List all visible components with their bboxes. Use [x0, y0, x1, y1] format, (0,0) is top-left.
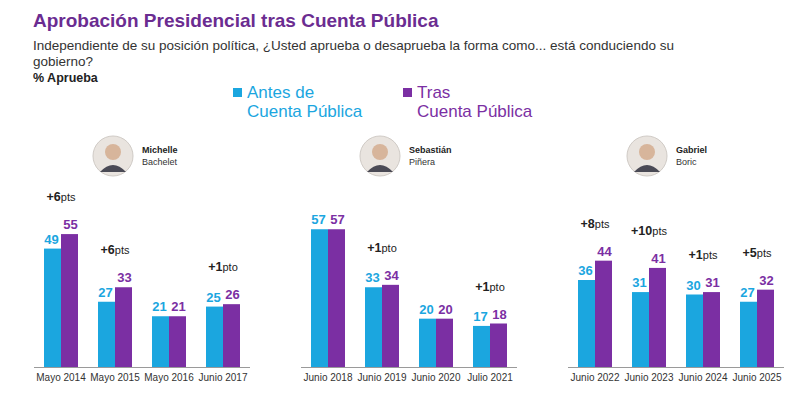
data-label: 33	[117, 270, 131, 285]
bar	[473, 326, 490, 367]
x-tick-label: Junio 2019	[358, 372, 407, 383]
x-tick-label: Mayo 2016	[144, 372, 194, 383]
legend-label: TrasCuenta Pública	[417, 83, 533, 121]
avatar	[93, 136, 133, 176]
labels: 49 55 +6pts Mayo 2014 27 33 +6pts Mayo 2015 21 21…	[36, 190, 782, 383]
data-label: 27	[740, 285, 754, 300]
x-tick-label: Junio 2025	[733, 372, 782, 383]
bar	[649, 268, 666, 367]
data-label: 20	[438, 302, 452, 317]
data-label: 30	[686, 278, 700, 293]
bar	[382, 285, 399, 367]
x-tick-label: Junio 2020	[412, 372, 461, 383]
bar	[578, 280, 595, 367]
change-annotation: +10pts	[631, 224, 667, 238]
legend-label: Antes deCuenta Pública	[247, 83, 363, 121]
bar	[740, 302, 757, 367]
data-label: 17	[473, 309, 487, 324]
bar	[61, 234, 78, 367]
chart: Aprobación Presidencial tras Cuenta Públ…	[0, 0, 800, 397]
x-tick-label: Julio 2021	[467, 372, 513, 383]
baseline	[301, 367, 517, 368]
bar	[703, 292, 720, 367]
bar	[311, 229, 328, 367]
data-label: 57	[311, 212, 325, 227]
president-last-name: Piñera	[409, 157, 435, 167]
bar	[436, 319, 453, 367]
x-tick-label: Junio 2022	[571, 372, 620, 383]
legend-swatch	[403, 88, 412, 97]
bar	[206, 307, 223, 367]
data-label: 31	[632, 275, 646, 290]
data-label: 49	[44, 232, 58, 247]
bar	[595, 261, 612, 367]
president-last-name: Boric	[676, 157, 697, 167]
avatar	[360, 136, 400, 176]
bar	[686, 295, 703, 368]
data-label: 25	[206, 290, 220, 305]
x-tick-label: Mayo 2014	[36, 372, 86, 383]
bars	[44, 229, 774, 367]
data-label: 21	[171, 299, 185, 314]
change-annotation: +1pto	[208, 260, 238, 274]
x-tick-label: Junio 2018	[304, 372, 353, 383]
baseline	[34, 367, 250, 368]
x-tick-label: Junio 2017	[199, 372, 248, 383]
bar	[419, 319, 436, 367]
data-label: 41	[651, 251, 665, 266]
bar	[98, 302, 115, 367]
data-label: 20	[419, 302, 433, 317]
data-label: 21	[152, 299, 166, 314]
bar	[152, 316, 169, 367]
bar	[757, 290, 774, 367]
y-label: % Aprueba	[33, 71, 99, 85]
change-annotation: +1pto	[475, 280, 505, 294]
bar	[490, 324, 507, 368]
x-tick-label: Junio 2024	[679, 372, 728, 383]
avatar	[627, 136, 667, 176]
legend-swatch	[233, 88, 242, 97]
change-annotation: +8pts	[581, 217, 610, 231]
bar	[328, 229, 345, 367]
data-label: 57	[330, 212, 344, 227]
change-annotation: +1pto	[367, 241, 397, 255]
x-tick-label: Mayo 2015	[90, 372, 140, 383]
change-annotation: +6pts	[101, 243, 130, 257]
bar	[365, 287, 382, 367]
bar	[632, 292, 649, 367]
x-tick-label: Junio 2023	[625, 372, 674, 383]
bar	[169, 316, 186, 367]
subtitle: Independiente de su posición política, ¿…	[33, 38, 674, 69]
president-first-name: Sebastián	[409, 145, 452, 155]
president-first-name: Michelle	[142, 145, 178, 155]
data-label: 32	[759, 273, 773, 288]
president-last-name: Bachelet	[142, 157, 178, 167]
data-label: 33	[365, 270, 379, 285]
bar	[115, 287, 132, 367]
baseline	[568, 367, 784, 368]
data-label: 31	[705, 275, 719, 290]
change-annotation: +6pts	[47, 190, 76, 204]
change-annotation: +1pts	[689, 248, 718, 262]
data-label: 34	[384, 268, 399, 283]
bar	[223, 304, 240, 367]
bar	[44, 249, 61, 367]
data-label: 26	[225, 287, 239, 302]
data-label: 36	[578, 263, 592, 278]
data-label: 27	[98, 285, 112, 300]
data-label: 44	[597, 244, 612, 259]
data-label: 18	[492, 307, 506, 322]
title: Aprobación Presidencial tras Cuenta Públ…	[33, 10, 439, 31]
change-annotation: +5pts	[743, 246, 772, 260]
president-first-name: Gabriel	[676, 145, 707, 155]
data-label: 55	[63, 217, 77, 232]
